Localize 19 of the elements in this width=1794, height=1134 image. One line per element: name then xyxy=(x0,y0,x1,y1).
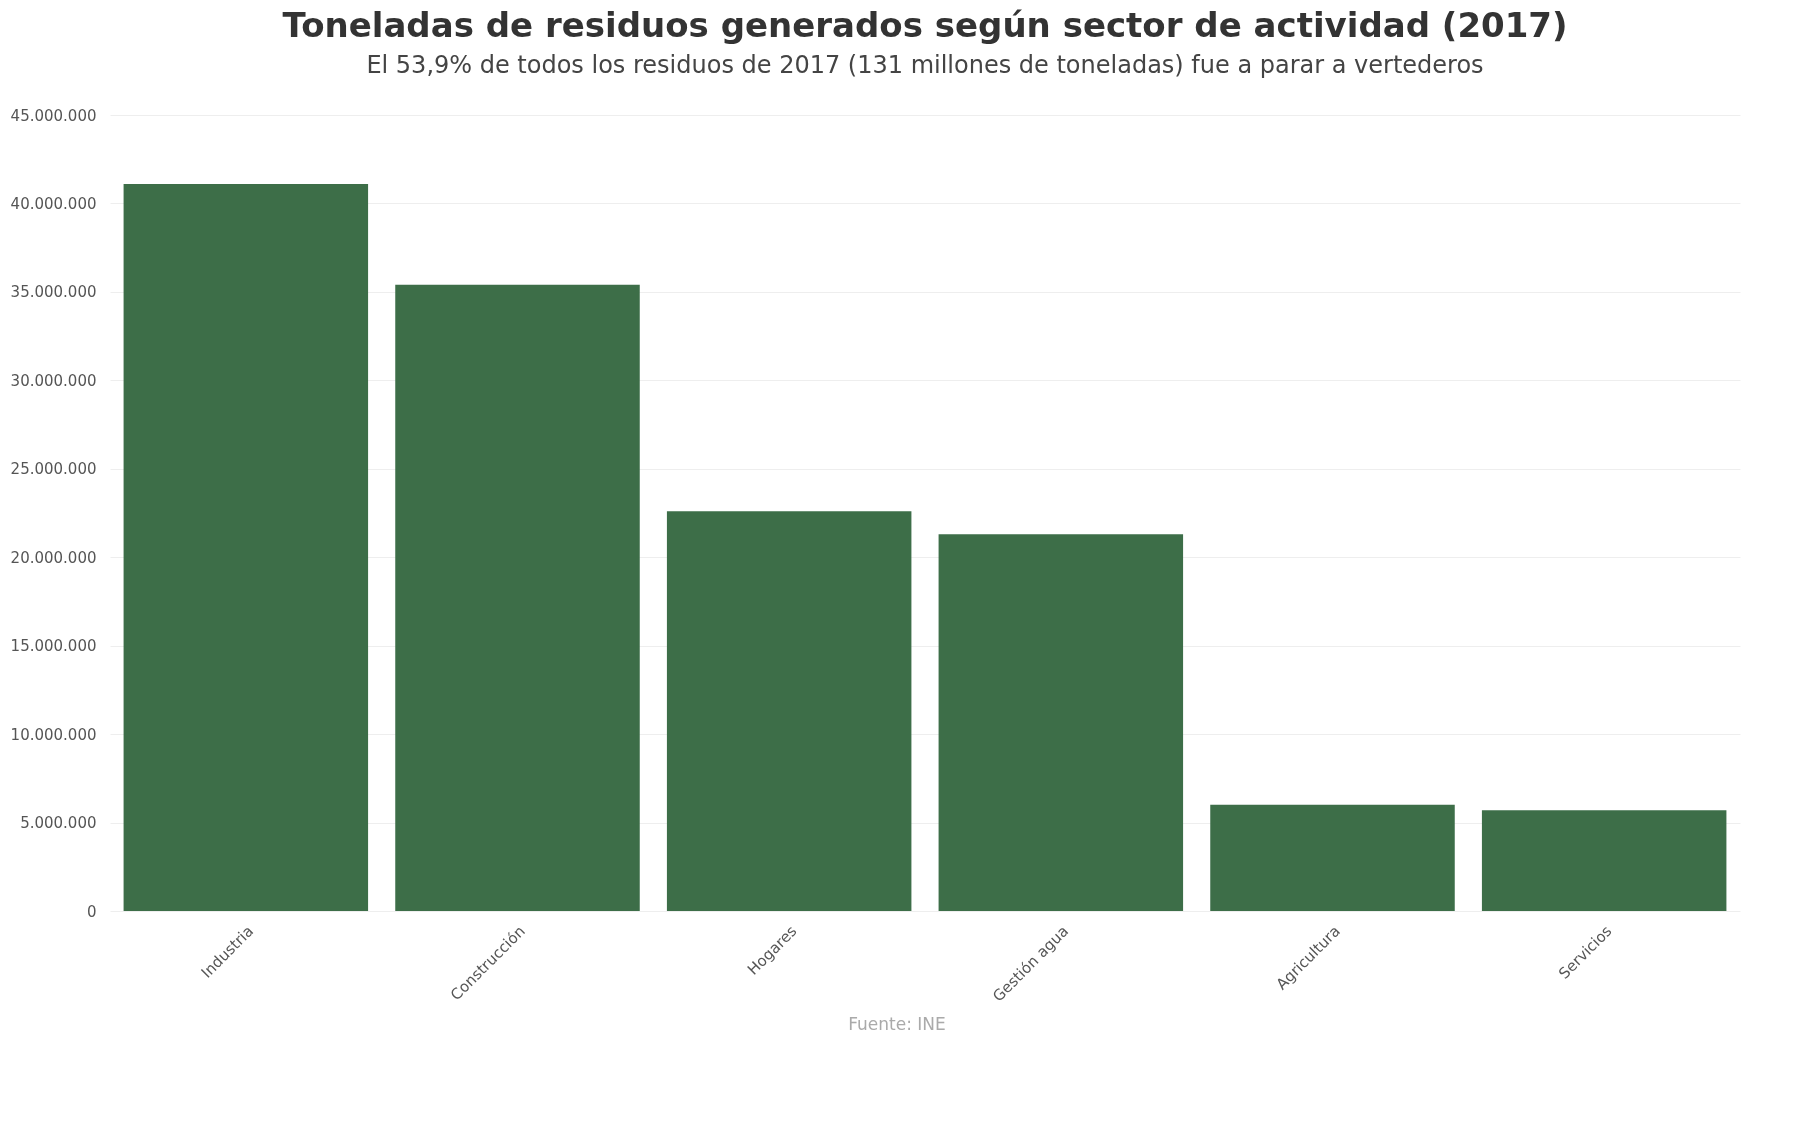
bar xyxy=(395,284,640,911)
y-tick-label: 15.000.000 xyxy=(10,637,97,656)
bar xyxy=(938,534,1184,911)
bar xyxy=(666,511,912,911)
y-tick-label: 30.000.000 xyxy=(10,371,97,390)
y-tick-label: 40.000.000 xyxy=(10,194,97,213)
chart-subtitle: El 53,9% de todos los residuos de 2017 (131 millones de toneladas) fue a parar a vertederos xyxy=(366,51,1484,79)
y-tick-label: 25.000.000 xyxy=(10,460,97,479)
bar xyxy=(123,183,369,911)
bar xyxy=(1210,804,1455,911)
y-tick-label: 0 xyxy=(86,902,97,921)
y-tick-label: 45.000.000 xyxy=(10,106,97,125)
bar xyxy=(1481,810,1727,911)
source-note: Fuente: INE xyxy=(847,1014,947,1034)
y-tick-label: 5.000.000 xyxy=(20,814,97,833)
y-tick-label: 35.000.000 xyxy=(10,283,97,302)
chart-title: Toneladas de residuos generados según sector de actividad (2017) xyxy=(282,5,1568,45)
y-tick-label: 20.000.000 xyxy=(10,548,97,567)
y-tick-label: 10.000.000 xyxy=(10,725,97,744)
